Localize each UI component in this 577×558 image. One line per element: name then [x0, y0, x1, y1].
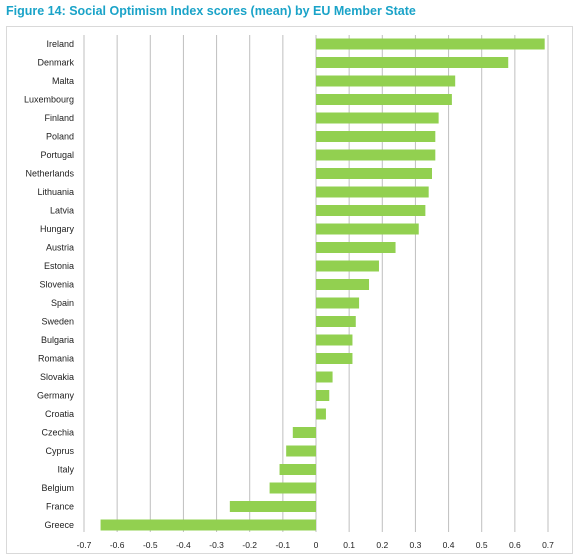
x-tick-label: 0.6: [509, 540, 521, 550]
category-label: Belgium: [41, 483, 74, 493]
bar: [316, 112, 439, 124]
x-tick-label: -0.3: [209, 540, 224, 550]
category-label: Latvia: [50, 206, 74, 216]
bar: [316, 260, 379, 272]
category-label: Romania: [38, 354, 74, 364]
chart-title: Figure 14: Social Optimism Index scores …: [6, 4, 416, 18]
bar: [100, 519, 316, 531]
bar: [316, 334, 353, 346]
category-label: Cyprus: [45, 446, 74, 456]
bar: [316, 390, 330, 401]
category-label: France: [46, 502, 74, 512]
bar: [292, 427, 316, 438]
x-tick-label: -0.4: [176, 540, 191, 550]
category-label: Sweden: [41, 317, 74, 327]
x-tick-label: -0.6: [110, 540, 125, 550]
category-label: Malta: [52, 76, 74, 86]
bar: [316, 38, 545, 50]
bars: [100, 38, 545, 531]
bar: [316, 186, 429, 198]
category-label: Czechia: [41, 428, 74, 438]
bar: [316, 297, 360, 309]
category-label: Estonia: [44, 261, 74, 271]
category-label: Poland: [46, 132, 74, 142]
x-tick-label: 0.7: [542, 540, 554, 550]
x-tick-label: 0.3: [410, 540, 422, 550]
bar: [316, 168, 432, 179]
x-tick-label: 0.1: [343, 540, 355, 550]
bar: [316, 205, 426, 216]
bar: [316, 279, 370, 290]
bar: [286, 445, 316, 457]
category-label: Finland: [44, 113, 74, 123]
bar: [316, 316, 356, 327]
category-label: Ireland: [46, 39, 74, 49]
x-tick-label: 0.2: [376, 540, 388, 550]
x-tick-label: -0.7: [77, 540, 92, 550]
bar: [316, 75, 456, 87]
category-label: Netherlands: [25, 169, 74, 179]
category-label: Greece: [44, 520, 74, 530]
bar: [279, 464, 316, 475]
bar: [316, 223, 419, 235]
category-label: Slovenia: [39, 280, 74, 290]
category-label: Luxembourg: [24, 95, 74, 105]
bar: [269, 482, 316, 494]
bar: [316, 371, 333, 383]
bar: [316, 408, 326, 420]
category-label: Austria: [46, 243, 74, 253]
bar: [316, 57, 509, 68]
category-label: Slovakia: [40, 372, 74, 382]
category-label: Italy: [57, 465, 74, 475]
bar: [316, 94, 452, 105]
category-label: Hungary: [40, 224, 75, 234]
category-label: Lithuania: [37, 187, 74, 197]
bar: [316, 242, 396, 253]
x-tick-label: -0.1: [276, 540, 291, 550]
category-label: Bulgaria: [41, 335, 74, 345]
bar: [316, 149, 436, 161]
category-label: Spain: [51, 298, 74, 308]
bar: [316, 353, 353, 364]
x-axis-ticks: -0.7 -0.6 -0.5 -0.4 -0.3 -0.2 -0.1 0 0.1 0.2 0.3 0.…: [77, 540, 555, 550]
category-label: Germany: [37, 391, 75, 401]
x-tick-label: 0.4: [443, 540, 455, 550]
bar: [229, 501, 316, 512]
category-label: Portugal: [40, 150, 74, 160]
category-labels: Ireland Denmark Malta Luxembourg Finland Pola…: [24, 39, 75, 530]
category-label: Denmark: [37, 58, 74, 68]
x-tick-label: -0.5: [143, 540, 158, 550]
bar: [316, 131, 436, 142]
x-tick-label: -0.2: [242, 540, 257, 550]
x-tick-label: 0: [314, 540, 319, 550]
chart-frame: [6, 26, 573, 554]
category-label: Croatia: [45, 409, 74, 419]
x-tick-label: 0.5: [476, 540, 488, 550]
